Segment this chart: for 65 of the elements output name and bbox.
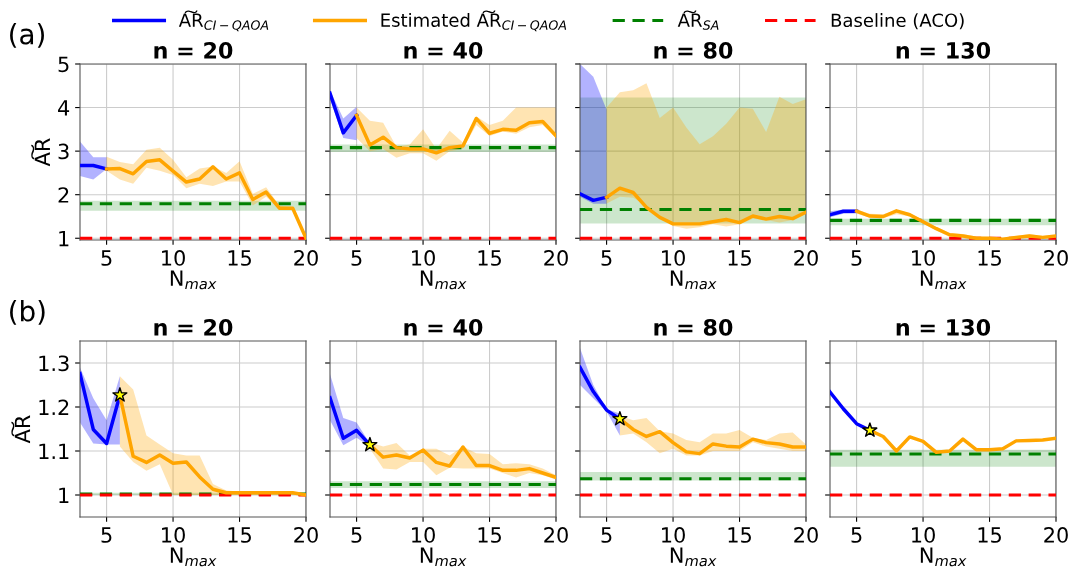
x-tick-label: 15 [478,527,501,543]
x-axis-title: N$_{max}$ [920,270,967,290]
chart-title: n = 80 [654,41,733,59]
x-tick-label: 10 [412,250,435,266]
chart-title: n = 20 [154,318,233,336]
y-tick-label: 1.1 [39,443,69,459]
legend-label: Estimated A͠R$_{CI−QAOA}$ [381,10,567,32]
chart-title: n = 130 [896,41,991,59]
x-tick-label: 5 [601,250,612,266]
x-tick-label: 15 [978,527,1001,543]
x-tick-label: 20 [794,527,818,543]
x-tick-label: 15 [228,250,251,266]
x-tick-label: 5 [851,527,862,543]
y-axis-title: A͠R [11,415,31,444]
legend-label: A͠R$_{CI−QAOA}$ [178,10,269,32]
x-axis-title: N$_{max}$ [670,547,717,567]
legend-label: A͠R$_{SA}$ [677,10,719,30]
y-tick-label: 1.2 [39,399,69,415]
chart-title: n = 20 [154,41,233,59]
y-tick-label: 2 [58,187,69,203]
y-axis-title: A͠R [31,138,50,167]
x-tick-label: 20 [294,527,318,543]
x-tick-label: 20 [794,250,818,266]
x-tick-label: 20 [1044,527,1068,543]
x-tick-label: 15 [978,250,1001,266]
x-tick-label: 10 [412,527,435,543]
text: (b) [10,300,45,325]
x-tick-label: 5 [601,527,612,543]
x-tick-label: 5 [101,250,112,266]
x-tick-label: 5 [851,250,862,266]
x-axis-title: N$_{max}$ [170,270,217,290]
x-tick-label: 5 [101,527,112,543]
x-tick-label: 15 [228,527,251,543]
x-tick-label: 20 [1044,250,1068,266]
x-tick-label: 10 [162,527,185,543]
y-tick-label: 1 [59,487,69,503]
y-tick-label: 5 [58,56,69,73]
x-axis-title: N$_{max}$ [420,270,467,290]
x-axis-title: N$_{max}$ [670,270,717,290]
legend-label: Baseline (ACO) [831,13,964,30]
x-tick-label: 10 [912,250,935,266]
x-tick-label: 10 [912,527,935,543]
text: (a) [10,23,44,48]
x-tick-label: 20 [544,250,568,266]
chart-title: n = 80 [654,318,733,336]
x-tick-label: 20 [544,527,568,543]
chart-title: n = 40 [404,41,483,59]
x-tick-label: 10 [662,527,685,543]
y-tick-label: 1 [59,230,69,247]
chart-title: n = 40 [404,318,483,336]
x-tick-label: 10 [662,250,685,266]
x-tick-label: 5 [351,527,362,543]
x-tick-label: 15 [728,250,751,266]
x-tick-label: 5 [351,250,362,266]
x-tick-label: 10 [162,250,185,266]
x-tick-label: 15 [728,527,751,543]
x-tick-label: 20 [294,250,318,266]
x-axis-title: N$_{max}$ [920,547,967,567]
chart-title: n = 130 [896,318,991,336]
x-axis-title: N$_{max}$ [420,547,467,567]
x-axis-title: N$_{max}$ [170,547,217,567]
x-tick-label: 15 [478,250,501,266]
y-tick-label: 1.3 [39,355,69,372]
y-tick-label: 4 [58,100,70,116]
y-tick-label: 3 [58,143,69,160]
